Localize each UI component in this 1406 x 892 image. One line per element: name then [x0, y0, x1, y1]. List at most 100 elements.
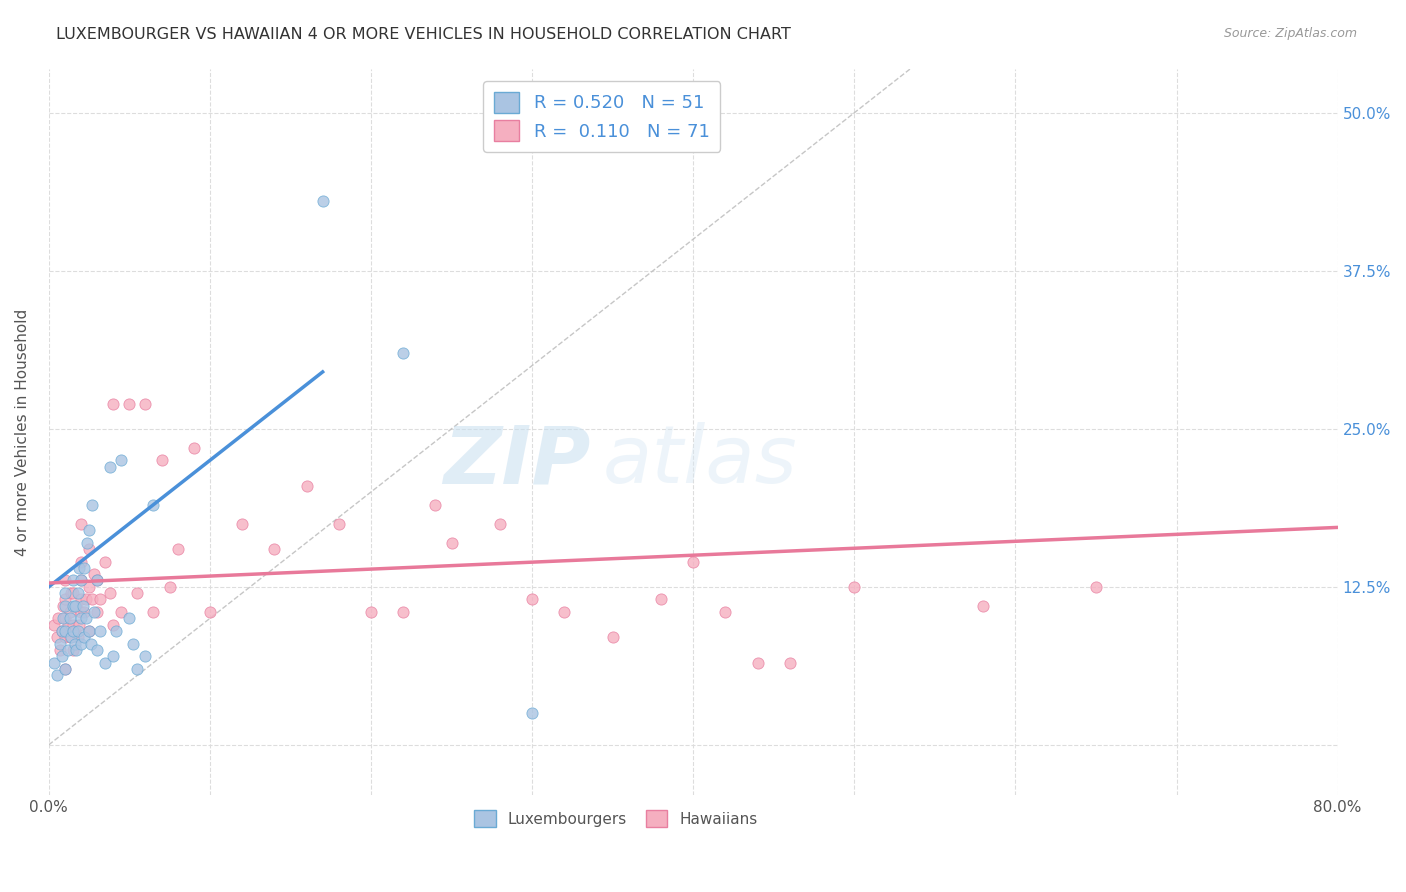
Point: [103, 396, 125, 410]
Point: [45, 668, 67, 682]
Point: [110, 453, 132, 467]
Point: [714, 605, 737, 619]
Point: [425, 498, 447, 512]
Point: [66, 586, 89, 600]
Point: [121, 637, 143, 651]
Point: [70, 637, 93, 651]
Point: [70, 605, 93, 619]
Point: [1084, 580, 1107, 594]
Point: [53, 662, 76, 676]
Point: [72, 599, 94, 613]
Point: [440, 535, 463, 549]
Y-axis label: 4 or more Vehicles in Household: 4 or more Vehicles in Household: [15, 309, 30, 556]
Point: [489, 516, 512, 531]
Point: [520, 706, 543, 721]
Point: [83, 567, 105, 582]
Point: [53, 574, 76, 588]
Point: [56, 617, 79, 632]
Point: [747, 656, 769, 670]
Point: [142, 605, 165, 619]
Point: [183, 441, 205, 455]
Point: [63, 637, 86, 651]
Point: [65, 599, 87, 613]
Point: [94, 656, 117, 670]
Point: [142, 498, 165, 512]
Point: [76, 535, 98, 549]
Point: [328, 516, 350, 531]
Point: [520, 592, 543, 607]
Point: [52, 599, 75, 613]
Point: [73, 631, 96, 645]
Point: [360, 605, 382, 619]
Point: [62, 643, 84, 657]
Point: [65, 643, 87, 657]
Point: [42, 656, 65, 670]
Text: ZIP: ZIP: [443, 422, 591, 500]
Point: [77, 580, 100, 594]
Point: [70, 592, 93, 607]
Point: [844, 580, 866, 594]
Point: [602, 631, 624, 645]
Point: [53, 662, 76, 676]
Point: [134, 396, 156, 410]
Text: Source: ZipAtlas.com: Source: ZipAtlas.com: [1223, 27, 1357, 40]
Point: [49, 643, 72, 657]
Point: [49, 637, 72, 651]
Point: [70, 516, 93, 531]
Point: [56, 643, 79, 657]
Point: [682, 555, 704, 569]
Point: [127, 662, 149, 676]
Point: [70, 574, 93, 588]
Point: [66, 631, 89, 645]
Point: [295, 478, 318, 492]
Point: [110, 605, 132, 619]
Point: [105, 624, 128, 638]
Point: [73, 561, 96, 575]
Point: [53, 611, 76, 625]
Point: [198, 605, 221, 619]
Point: [94, 555, 117, 569]
Legend: Luxembourgers, Hawaiians: Luxembourgers, Hawaiians: [467, 802, 765, 835]
Point: [263, 541, 285, 556]
Point: [972, 599, 994, 613]
Point: [392, 605, 415, 619]
Point: [75, 592, 97, 607]
Point: [779, 656, 801, 670]
Point: [83, 605, 105, 619]
Text: atlas: atlas: [603, 422, 797, 500]
Point: [118, 396, 141, 410]
Point: [311, 194, 333, 209]
Point: [89, 592, 111, 607]
Point: [51, 624, 73, 638]
Point: [67, 617, 90, 632]
Point: [60, 586, 83, 600]
Point: [77, 523, 100, 537]
Point: [48, 611, 70, 625]
Point: [66, 624, 89, 638]
Point: [103, 617, 125, 632]
Point: [51, 649, 73, 664]
Point: [103, 649, 125, 664]
Point: [127, 586, 149, 600]
Point: [53, 599, 76, 613]
Point: [134, 649, 156, 664]
Point: [53, 624, 76, 638]
Point: [67, 561, 90, 575]
Point: [70, 555, 93, 569]
Point: [392, 346, 415, 360]
Point: [231, 516, 253, 531]
Point: [82, 498, 104, 512]
Point: [53, 592, 76, 607]
Point: [53, 631, 76, 645]
Point: [59, 631, 82, 645]
Point: [77, 624, 100, 638]
Point: [70, 574, 93, 588]
Point: [86, 605, 108, 619]
Point: [77, 624, 100, 638]
Point: [98, 459, 121, 474]
Point: [98, 586, 121, 600]
Point: [86, 574, 108, 588]
Point: [73, 605, 96, 619]
Text: LUXEMBOURGER VS HAWAIIAN 4 OR MORE VEHICLES IN HOUSEHOLD CORRELATION CHART: LUXEMBOURGER VS HAWAIIAN 4 OR MORE VEHIC…: [56, 27, 792, 42]
Point: [86, 574, 108, 588]
